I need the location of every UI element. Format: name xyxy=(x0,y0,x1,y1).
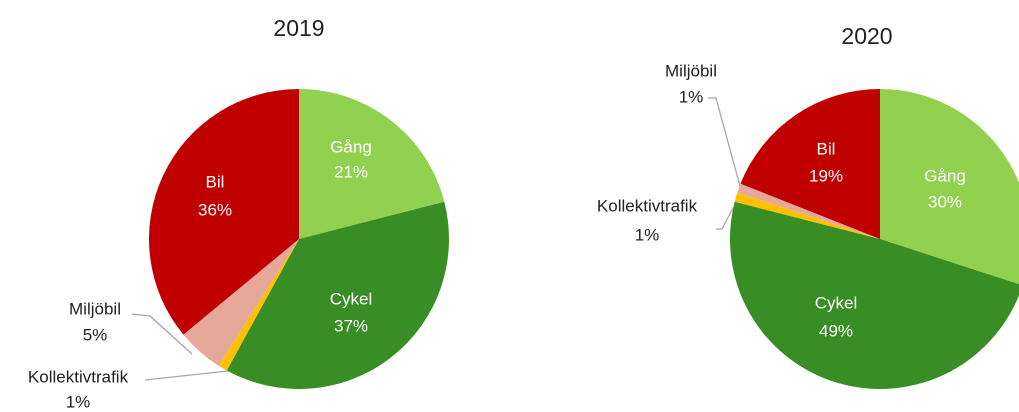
data-label-value: 37% xyxy=(334,316,368,335)
data-label-name: Cykel xyxy=(330,289,373,308)
data-label-name: Bil xyxy=(817,139,836,158)
data-label-name: Kollektivtrafik xyxy=(28,367,129,386)
pie-slice xyxy=(218,239,299,371)
data-label-value: 49% xyxy=(819,321,853,340)
data-label-name: Miljöbil xyxy=(69,299,121,318)
data-label-value: 1% xyxy=(66,392,91,411)
data-label-value: 21% xyxy=(334,162,368,181)
data-label-name: Kollektivtrafik xyxy=(597,196,698,215)
data-label-name: Cykel xyxy=(815,293,858,312)
data-label-name: Bil xyxy=(206,172,225,191)
pie-slice xyxy=(734,192,880,239)
pie-slice xyxy=(737,183,880,239)
pie-slice xyxy=(183,239,299,366)
pie-slice xyxy=(880,89,1019,285)
data-label-value: 1% xyxy=(635,225,660,244)
chart-title: 2019 xyxy=(273,15,324,41)
leader-line xyxy=(708,97,741,187)
pie-slice xyxy=(299,89,445,239)
leader-line xyxy=(131,313,193,355)
data-label-value: 30% xyxy=(928,192,962,211)
pie-slice xyxy=(730,201,1019,389)
pie-slice xyxy=(226,201,450,390)
pie-slice xyxy=(740,89,880,239)
data-label-value: 19% xyxy=(809,166,843,185)
data-label-value: 1% xyxy=(679,87,704,106)
pie-slice xyxy=(149,88,299,335)
data-label-name: Miljöbil xyxy=(665,61,717,80)
leader-line xyxy=(716,205,735,230)
leader-line xyxy=(144,370,229,381)
data-label-value: 5% xyxy=(83,325,108,344)
data-label-name: Gång xyxy=(330,137,372,156)
data-label-name: Gång xyxy=(924,166,966,185)
data-label-value: 36% xyxy=(198,200,232,219)
chart-title: 2020 xyxy=(841,23,892,49)
